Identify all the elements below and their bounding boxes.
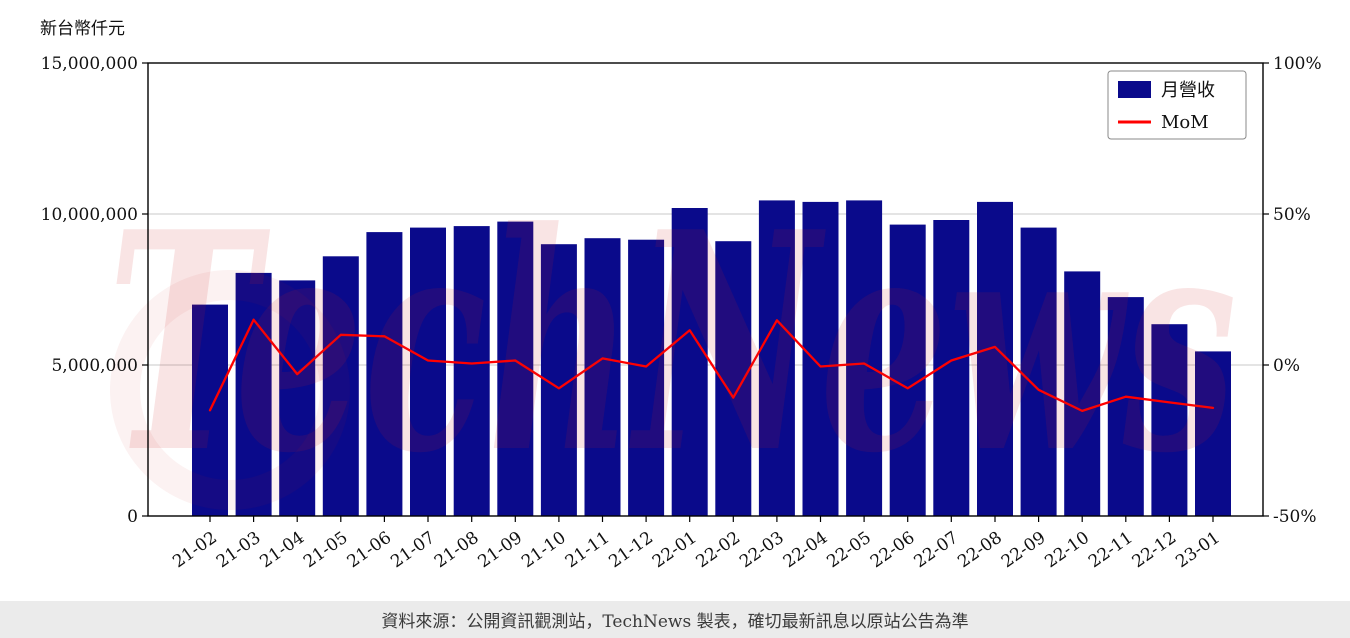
revenue-bar — [846, 200, 883, 516]
x-tick-label: 22-06 — [867, 528, 919, 572]
x-tick-label: 22-05 — [823, 528, 875, 572]
revenue-bar — [366, 232, 403, 516]
x-tick-label: 21-10 — [518, 528, 570, 572]
x-tick-label: 22-10 — [1041, 528, 1093, 572]
mom-line — [208, 318, 1215, 413]
revenue-bar — [410, 227, 446, 516]
revenue-bar — [453, 226, 490, 516]
x-tick-label: 21-12 — [605, 528, 657, 572]
revenue-bar — [628, 239, 665, 516]
y-tick-label-left: 10,000,000 — [41, 205, 138, 225]
legend-mom-label: MoM — [1161, 112, 1209, 133]
x-tick-label: 22-04 — [780, 528, 832, 572]
x-tick-label: 22-09 — [998, 528, 1050, 572]
source-footer: 資料來源：公開資訊觀測站，TechNews 製表，確切最新訊息以原站公告為準 — [0, 601, 1350, 638]
revenue-bar — [1064, 271, 1101, 516]
y-tick-label-right: 0% — [1273, 356, 1300, 376]
x-tick-label: 22-03 — [736, 528, 788, 572]
revenue-bar — [1151, 324, 1188, 516]
revenue-bar — [279, 280, 316, 516]
revenue-bar — [802, 201, 839, 516]
y-tick-label-left: 5,000,000 — [51, 356, 138, 376]
y-tick-label-right: 100% — [1273, 54, 1322, 74]
revenue-bar — [671, 208, 708, 516]
x-tick-label: 21-11 — [562, 528, 614, 572]
watermark-text: TechNews — [107, 166, 1237, 519]
x-tick-label: 22-07 — [911, 528, 963, 572]
x-tick-label: 22-11 — [1085, 528, 1137, 572]
legend-bar-swatch — [1118, 81, 1151, 98]
y-tick-label-left: 0 — [127, 507, 138, 527]
x-tick-label: 21-07 — [387, 528, 439, 572]
revenue-bar — [1195, 351, 1231, 516]
x-tick-label: 23-01 — [1172, 528, 1224, 572]
revenue-bar — [235, 272, 272, 516]
left-axis-title: 新台幣仟元 — [40, 19, 125, 39]
revenue-bar — [584, 238, 621, 516]
x-tick-label: 22-08 — [954, 528, 1006, 572]
x-tick-label: 21-08 — [431, 528, 483, 572]
revenue-bar — [1107, 297, 1144, 516]
y-tick-label-right: -50% — [1273, 507, 1317, 527]
x-tick-label: 21-04 — [256, 528, 308, 572]
x-tick-label: 21-03 — [213, 528, 265, 572]
revenue-bar — [889, 224, 926, 516]
legend-bar-label: 月營收 — [1161, 80, 1215, 101]
plot-border — [147, 62, 1264, 517]
x-tick-label: 21-05 — [300, 528, 352, 572]
x-tick-label: 22-02 — [693, 528, 745, 572]
x-tick-label: 22-12 — [1129, 528, 1181, 572]
x-tick-label: 21-02 — [169, 528, 221, 572]
y-tick-label-right: 50% — [1273, 205, 1311, 225]
y-tick-label-left: 15,000,000 — [41, 54, 138, 74]
revenue-bar — [1020, 227, 1057, 516]
revenue-bar — [322, 256, 359, 516]
x-tick-label: 21-06 — [344, 528, 396, 572]
watermark-logo-ring — [110, 270, 350, 510]
x-tick-label: 21-09 — [475, 528, 527, 572]
x-tick-label: 22-01 — [649, 528, 701, 572]
revenue-bar — [758, 200, 795, 516]
